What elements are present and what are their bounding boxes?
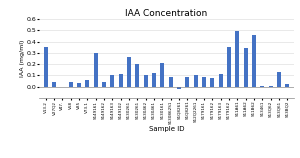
Bar [127,57,131,87]
Bar [227,47,231,87]
Bar [94,53,98,87]
Bar [110,75,114,87]
Bar [194,75,198,87]
X-axis label: Sample ID: Sample ID [149,125,184,131]
Bar [185,76,189,87]
Bar [268,86,273,87]
Bar [260,86,264,87]
Bar [177,87,181,89]
Bar [152,73,156,87]
Bar [118,74,123,87]
Bar [69,82,73,87]
Bar [235,31,239,87]
Bar [285,84,290,87]
Bar [144,75,148,87]
Bar [85,80,89,87]
Bar [77,83,81,87]
Y-axis label: IAA (mg/ml): IAA (mg/ml) [20,40,25,77]
Bar [277,72,281,87]
Title: IAA Concentration: IAA Concentration [125,9,208,18]
Bar [202,76,206,87]
Bar [244,48,248,87]
Bar [135,64,140,87]
Bar [219,74,223,87]
Bar [52,82,56,87]
Bar [160,63,164,87]
Bar [44,47,48,87]
Bar [252,35,256,87]
Bar [169,76,173,87]
Bar [102,82,106,87]
Bar [210,78,214,87]
